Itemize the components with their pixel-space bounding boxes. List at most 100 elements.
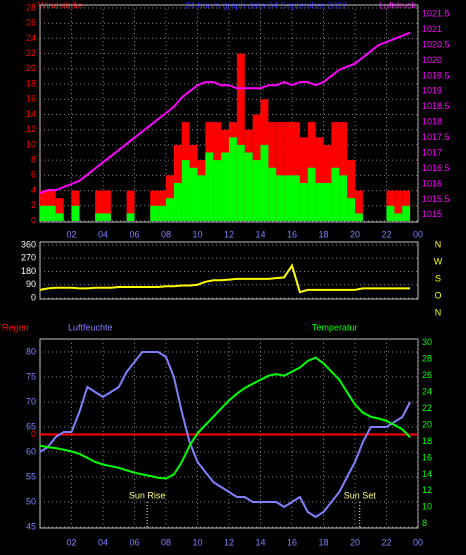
wind-bar — [236, 53, 245, 222]
wind-bar — [252, 160, 261, 221]
wind-bar — [394, 190, 403, 221]
wind-bar — [355, 213, 363, 221]
wind-bar — [221, 152, 229, 221]
wind-bar — [71, 205, 80, 221]
x-tick-label: 04 — [98, 229, 108, 239]
y-tick-label: 90 — [26, 279, 36, 289]
compass-label: N — [435, 239, 442, 249]
series-label: Luftfeuchte — [68, 322, 113, 332]
plot-frame — [39, 241, 419, 300]
series-label: Temperatur — [312, 322, 358, 332]
y2-tick-label: 22 — [422, 403, 432, 413]
y-tick-label: 180 — [21, 266, 36, 276]
y-tick-label: 10 — [26, 139, 36, 149]
wind-bar — [260, 144, 269, 221]
y-tick-label: 26 — [26, 18, 36, 28]
wind-bar — [331, 167, 340, 221]
y2-tick-label: 1020 — [422, 55, 442, 65]
wind-bar — [166, 198, 174, 221]
wind-bar — [173, 182, 182, 221]
compass-label: N — [435, 307, 442, 317]
y-tick-label: 70 — [26, 396, 36, 406]
y2-tick-label: 28 — [422, 354, 432, 364]
wind-bar — [276, 175, 285, 221]
x-tick-label: 14 — [255, 537, 265, 547]
series-line — [39, 31, 411, 195]
y-tick-label: 24 — [26, 33, 36, 43]
wind-bar — [40, 205, 48, 221]
y2-tick-label: 1020.5 — [422, 39, 450, 49]
wind-bar — [189, 167, 198, 221]
wind-bar — [315, 182, 324, 221]
y2-tick-label: 16 — [422, 452, 432, 462]
wind-bar — [181, 160, 190, 221]
y-tick-label: 50 — [26, 496, 36, 506]
annotation: Sun Rise — [129, 490, 166, 500]
y-tick-label: 80 — [26, 346, 36, 356]
wind-bar — [47, 190, 56, 221]
wind-bar — [95, 213, 103, 221]
annotation: Sun Set — [344, 490, 377, 500]
wind-bar — [213, 160, 222, 221]
x-tick-label: 06 — [129, 229, 139, 239]
wind-bar — [292, 122, 300, 221]
wind-bar — [299, 137, 308, 221]
wind-bar — [205, 152, 214, 221]
wind-bar — [126, 190, 135, 221]
y-tick-label: 4 — [31, 185, 36, 195]
wind-bar — [307, 167, 316, 221]
x-tick-label: 10 — [192, 537, 202, 547]
wind-bar — [40, 190, 48, 221]
wind-bar — [47, 205, 56, 221]
wind-bar — [55, 213, 64, 221]
x-tick-label: 00 — [413, 537, 423, 547]
x-tick-label: 18 — [318, 229, 328, 239]
x-tick-label: 08 — [161, 229, 171, 239]
wind-bar — [158, 190, 166, 221]
wind-bar — [55, 198, 64, 221]
y-tick-label: 0 — [31, 292, 36, 302]
y2-tick-label: 24 — [422, 387, 432, 397]
wind-bar — [386, 190, 395, 221]
y-tick-label: 20 — [26, 63, 36, 73]
y-tick-label: 55 — [26, 471, 36, 481]
x-tick-label: 18 — [318, 537, 328, 547]
wind-bar — [386, 205, 395, 221]
wind-bar — [315, 137, 324, 221]
x-tick-label: 20 — [350, 537, 360, 547]
wind-bar — [197, 175, 206, 221]
y-tick-label: 14 — [26, 109, 36, 119]
y2-tick-label: 1019.5 — [422, 70, 450, 80]
wind-bar — [150, 190, 159, 221]
y2-tick-label: 12 — [422, 485, 432, 495]
wind-bar — [394, 213, 403, 221]
x-tick-label: 16 — [287, 537, 297, 547]
wind-bar — [103, 213, 111, 221]
y2-tick-label: 1018 — [422, 117, 442, 127]
x-tick-label: 16 — [287, 229, 297, 239]
y-tick-label: 22 — [26, 48, 36, 58]
wind-bar — [284, 175, 292, 221]
compass-label: S — [435, 273, 441, 283]
wind-bar — [347, 198, 355, 221]
wind-bar — [126, 213, 135, 221]
wind-bar — [276, 122, 285, 221]
wind-bar — [355, 190, 363, 221]
y-tick-label: 28 — [26, 2, 36, 12]
x-tick-label: 08 — [161, 537, 171, 547]
y-tick-label: 75 — [26, 371, 36, 381]
y-tick-label: 8 — [31, 155, 36, 165]
y-tick-label: 270 — [21, 253, 36, 263]
y2-tick-label: 18 — [422, 436, 432, 446]
wind-bar — [150, 205, 159, 221]
wind-bar — [236, 144, 245, 221]
y2-tick-label: 20 — [422, 419, 432, 429]
x-tick-label: 00 — [413, 229, 423, 239]
wind-bar — [95, 190, 103, 221]
wind-bar — [158, 205, 166, 221]
x-tick-label: 20 — [350, 229, 360, 239]
wind-bar — [402, 190, 411, 221]
series-line — [39, 351, 411, 519]
y-tick-label: 360 — [21, 239, 36, 249]
wind-bar — [71, 190, 80, 221]
